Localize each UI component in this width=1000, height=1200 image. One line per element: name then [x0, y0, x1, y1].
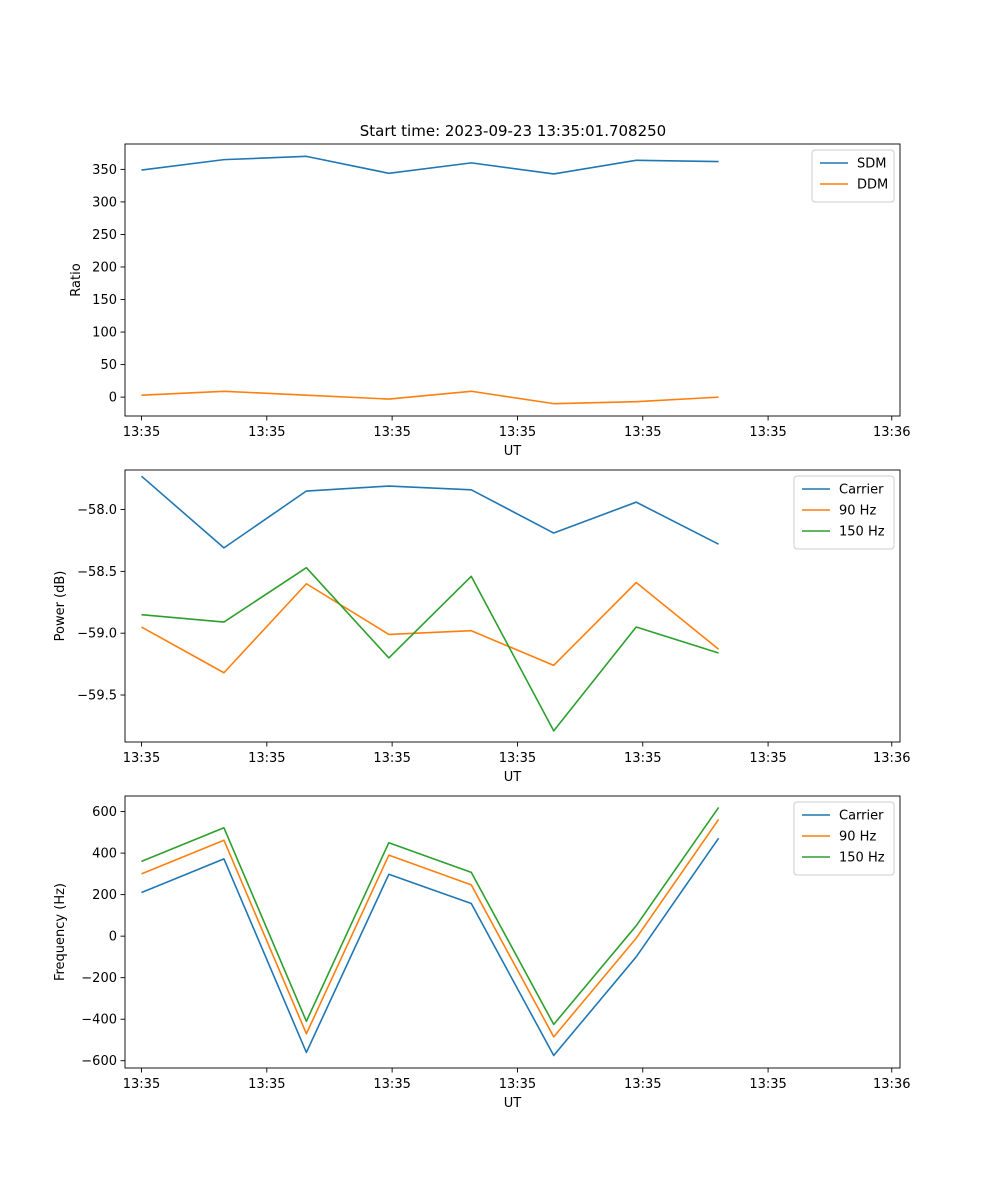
series-line-150-hz	[141, 806, 720, 1026]
x-tick-label: 13:35	[624, 751, 661, 766]
legend-label: 150 Hz	[839, 851, 885, 866]
x-axis-label: UT	[504, 770, 522, 785]
y-tick-label: 0	[109, 391, 117, 406]
legend-label: 90 Hz	[839, 830, 876, 845]
x-tick-label: 13:35	[373, 751, 410, 766]
x-tick-label: 13:35	[499, 425, 536, 440]
legend: Carrier 90 Hz 150 Hz	[793, 475, 895, 550]
y-tick-label: 350	[92, 163, 117, 178]
x-tick-label: 13:35	[373, 1077, 410, 1092]
axes-frame	[124, 143, 901, 417]
legend-label: DDM	[857, 178, 888, 193]
series-line-carrier	[140, 475, 719, 549]
subplot-3: 13:35 13:35 13:35 13:35 13:35 13:35 13:36 −600 −…	[53, 795, 910, 1111]
legend: SDM DDM	[811, 149, 895, 203]
x-tick-label: 13:35	[123, 1077, 160, 1092]
axes-frame	[124, 795, 901, 1069]
y-tick-label: 200	[92, 260, 117, 275]
x-tick-label: 13:35	[749, 1077, 786, 1092]
legend: Carrier 90 Hz 150 Hz	[793, 801, 895, 876]
x-tick-label: 13:35	[624, 425, 661, 440]
y-axis-label: Ratio	[69, 263, 84, 296]
x-axis-label: UT	[504, 1096, 522, 1111]
y-tick-label: 50	[100, 358, 117, 373]
y-tick-label: 200	[92, 888, 117, 903]
x-axis-label: UT	[504, 444, 522, 459]
figure-title: Start time: 2023-09-23 13:35:01.708250	[360, 122, 666, 140]
x-tick-label: 13:35	[499, 751, 536, 766]
y-tick-label: −59.0	[77, 627, 117, 642]
x-tick-label: 13:35	[749, 425, 786, 440]
series-line-90-hz	[141, 581, 720, 674]
series-line-150-hz	[141, 566, 719, 732]
y-axis-label: Power (dB)	[53, 571, 68, 642]
subplot-1: 13:35 13:35 13:35 13:35 13:35 13:35 13:36 0 50 10…	[69, 143, 910, 459]
x-tick-label: 13:35	[123, 425, 160, 440]
y-tick-label: 150	[92, 293, 117, 308]
y-tick-label: 250	[92, 228, 117, 243]
x-tick-label: 13:36	[873, 425, 910, 440]
x-tick-label: 13:35	[123, 751, 160, 766]
x-tick-label: 13:35	[373, 425, 410, 440]
legend-label: SDM	[857, 157, 886, 172]
y-tick-label: −59.5	[77, 689, 117, 704]
x-tick-label: 13:35	[248, 751, 285, 766]
x-tick-label: 13:36	[873, 751, 910, 766]
y-tick-label: 100	[92, 326, 117, 341]
y-axis-label: Frequency (Hz)	[53, 883, 68, 981]
y-tick-label: 600	[92, 805, 117, 820]
legend-label: Carrier	[839, 809, 884, 824]
x-tick-label: 13:35	[749, 751, 786, 766]
y-tick-label: −600	[81, 1054, 117, 1069]
series-line-carrier	[141, 837, 720, 1057]
x-tick-label: 13:35	[248, 1077, 285, 1092]
y-tick-label: 400	[92, 847, 117, 862]
series-line-ddm	[141, 390, 719, 405]
x-tick-label: 13:35	[624, 1077, 661, 1092]
y-tick-label: −400	[81, 1013, 117, 1028]
subplot-2: 13:35 13:35 13:35 13:35 13:35 13:35 13:36 −59.5…	[53, 469, 910, 785]
y-tick-label: −58.0	[77, 503, 117, 518]
legend-label: 90 Hz	[839, 504, 876, 519]
series-line-sdm	[141, 155, 719, 175]
y-tick-label: 0	[109, 930, 117, 945]
y-tick-label: −58.5	[77, 565, 117, 580]
axes-frame	[124, 469, 901, 743]
x-tick-label: 13:35	[499, 1077, 536, 1092]
series-line-90-hz	[141, 819, 720, 1038]
x-tick-label: 13:35	[248, 425, 285, 440]
x-tick-label: 13:36	[873, 1077, 910, 1092]
y-tick-label: 300	[92, 195, 117, 210]
y-tick-label: −200	[81, 971, 117, 986]
legend-label: 150 Hz	[839, 525, 885, 540]
legend-label: Carrier	[839, 483, 884, 498]
